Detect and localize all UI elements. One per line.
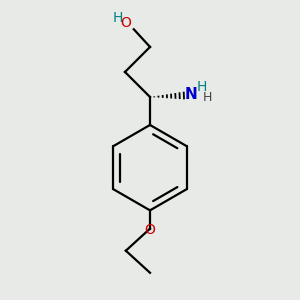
Text: O: O bbox=[145, 223, 155, 237]
Text: N: N bbox=[185, 87, 198, 102]
Text: O: O bbox=[120, 16, 131, 30]
Text: H: H bbox=[112, 11, 123, 25]
Text: H: H bbox=[196, 80, 207, 94]
Text: H: H bbox=[203, 92, 212, 104]
